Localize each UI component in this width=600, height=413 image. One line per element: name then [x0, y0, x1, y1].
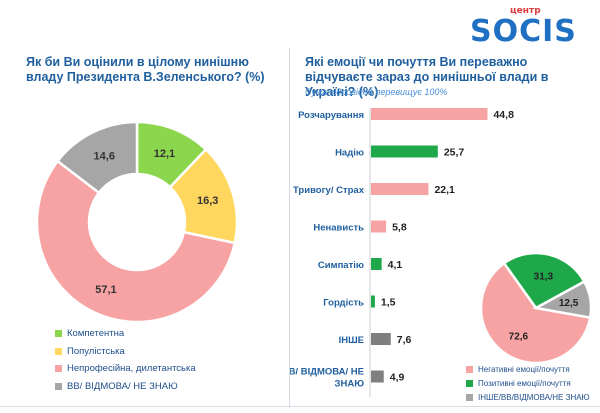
bar-надію: [371, 145, 438, 158]
value-label: 22,1: [434, 184, 455, 196]
slice-label: 12,1: [154, 148, 175, 160]
category-label: Симпатію: [318, 260, 364, 271]
legend-item: ВВ/ ВІДМОВА/ НЕ ЗНАЮ: [55, 378, 196, 396]
bar-інше: [371, 333, 391, 345]
category-label: Гордість: [323, 298, 364, 309]
emotion-summary-legend: Негативні емоції/почуття Позитивні емоції…: [466, 362, 590, 404]
category-label: ІНШЕ: [339, 335, 364, 346]
legend-swatch: [55, 347, 62, 355]
legend-item: Непрофесійна, дилетантська: [55, 360, 196, 378]
left-chart-title: Як би Ви оцінили в цілому нинішню владу …: [26, 55, 265, 84]
slice-вв-відмова-не-знаю: [55, 120, 139, 195]
slice-позитивні-емоції-почуття: [502, 251, 586, 310]
emotion-summary-pie: 72,6 31,3 12,5: [479, 251, 593, 365]
bar-ненависть: [371, 220, 387, 233]
value-label: 5,8: [392, 222, 407, 234]
category-label: Ненависть: [313, 223, 364, 234]
slice-label: 31,3: [534, 271, 554, 282]
right-chart-note: Сума відповідей перевищує 100%: [305, 87, 448, 97]
vertical-divider: [289, 48, 290, 408]
legend-item: Позитивні емоції/почуття: [466, 376, 590, 390]
legend-swatch: [55, 382, 62, 390]
slice-label: 12,5: [559, 298, 579, 309]
right-chart-title: Які емоції чи почуття Ви переважно відчу…: [305, 55, 549, 99]
bar-тривогу-страх: [371, 183, 429, 195]
value-label: 4,9: [390, 372, 405, 384]
slice-label: 16,3: [197, 195, 218, 207]
bar-chart: Розчарування 44,8 Надію 25,7 Тривогу/ Страх 2…: [290, 108, 514, 397]
legend-label: Позитивні емоції/почуття: [478, 378, 571, 388]
value-label: 44,8: [493, 109, 514, 121]
slice-інше-вв-відмова-не-знаю: [532, 279, 593, 319]
value-label: 25,7: [444, 147, 465, 159]
legend-label: ІНШЕ/ВВ/ВІДМОВА/НЕ ЗНАЮ: [478, 392, 590, 402]
legend-item: Компетентна: [55, 325, 196, 343]
category-label: Розчарування: [298, 110, 364, 121]
legend-label: Негативні емоції/почуття: [478, 364, 570, 374]
legend-swatch: [466, 365, 473, 373]
bar-розчарування: [371, 108, 488, 120]
logo-caption: центр: [510, 6, 541, 16]
value-label: 4,1: [388, 259, 403, 271]
legend-item: ІНШЕ/ВВ/ВІДМОВА/НЕ ЗНАЮ: [466, 390, 590, 404]
slice-label: 72,6: [509, 331, 529, 342]
slice-негативні-емоції-почуття: [479, 261, 592, 365]
slice-label: 14,6: [94, 150, 115, 162]
slice-label: 57,1: [95, 284, 116, 296]
legend-label: Непрофесійна, дилетантська: [67, 363, 196, 375]
category-label: Тривогу/ Страх: [293, 185, 365, 196]
legend-label: Популістська: [67, 345, 125, 357]
bar-симпатію: [371, 258, 382, 270]
donut-chart: 12,1 16,3 57,1 14,6: [35, 120, 239, 324]
socis-logo: центр SOCIS: [470, 6, 594, 49]
legend-item: Популістська: [55, 343, 196, 361]
value-label: 1,5: [381, 297, 396, 309]
legend-item: Негативні емоції/почуття: [466, 362, 590, 376]
logo-wordmark: SOCIS: [470, 14, 577, 49]
bar-вв-відмова-не-знаю: [371, 370, 384, 383]
legend-swatch: [55, 330, 62, 338]
bottom-rule: [0, 406, 600, 407]
donut-legend: Компетентна Популістська Непрофесійна, дил…: [55, 325, 196, 395]
legend-label: ВВ/ ВІДМОВА/ НЕ ЗНАЮ: [67, 380, 178, 392]
legend-swatch: [55, 365, 62, 373]
legend-label: Компетентна: [67, 328, 125, 340]
legend-swatch: [466, 379, 473, 387]
value-label: 7,6: [397, 334, 412, 346]
bar-гордість: [371, 295, 375, 308]
category-label: Надію: [335, 148, 364, 159]
legend-swatch: [466, 393, 473, 401]
slice-непрофесійна-дилетантська: [35, 159, 237, 324]
